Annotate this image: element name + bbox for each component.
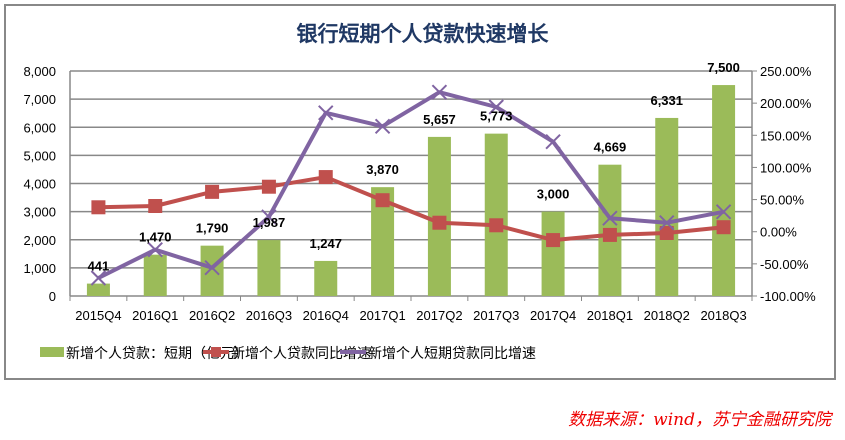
marker-x xyxy=(545,134,561,150)
bar-data-label: 441 xyxy=(88,259,110,274)
legend-label: 新增个人短期贷款同比增速 xyxy=(368,345,536,361)
y-right-tick-label: -50.00% xyxy=(760,257,809,272)
bar xyxy=(484,133,508,296)
y-left-tick-label: 5,000 xyxy=(23,148,56,163)
y-left-tick-label: 7,000 xyxy=(23,92,56,107)
line-series-1 xyxy=(98,175,724,243)
bar xyxy=(143,254,167,296)
marker-square xyxy=(716,220,731,235)
x-tick-label: 2016Q2 xyxy=(189,308,235,323)
x-tick-label: 2016Q4 xyxy=(303,308,349,323)
y-left-tick-label: 2,000 xyxy=(23,233,56,248)
marker-x xyxy=(431,84,448,100)
x-tick-label: 2017Q2 xyxy=(416,308,462,323)
marker-x xyxy=(261,209,277,225)
source-note: 数据来源：wind，苏宁金融研究院 xyxy=(568,410,831,430)
bar xyxy=(314,260,338,296)
x-tick-label: 2017Q4 xyxy=(530,308,576,323)
y-right-tick-label: 0.00% xyxy=(760,225,797,240)
y-left-tick-label: 6,000 xyxy=(23,120,56,135)
x-tick-label: 2018Q2 xyxy=(644,308,690,323)
bar-data-label: 1,790 xyxy=(196,221,229,236)
bar-data-label: 4,669 xyxy=(594,140,627,155)
bar xyxy=(655,117,679,296)
x-tick-label: 2017Q3 xyxy=(473,308,519,323)
marker-x xyxy=(488,99,504,115)
y-left-tick-label: 0 xyxy=(49,289,56,304)
y-right-tick-label: -100.00% xyxy=(760,289,816,304)
bar-data-label: 1,987 xyxy=(253,215,286,230)
x-tick-label: 2018Q1 xyxy=(587,308,633,323)
y-right-tick-label: 200.00% xyxy=(760,96,812,111)
legend-swatch-marker xyxy=(211,347,221,357)
marker-square xyxy=(489,218,504,233)
bar xyxy=(257,240,281,296)
marker-x xyxy=(374,118,391,134)
marker-x xyxy=(602,210,618,226)
marker-x xyxy=(90,270,107,286)
marker-x xyxy=(715,204,732,220)
legend-label: 新增个人贷款：短期（亿元） xyxy=(66,345,248,361)
marker-square xyxy=(432,215,447,230)
marker-square xyxy=(602,227,617,242)
marker-x xyxy=(147,242,163,258)
x-tick-label: 2015Q4 xyxy=(75,308,121,323)
chart-frame xyxy=(4,4,836,380)
legend-swatch-bar xyxy=(40,347,64,357)
bar xyxy=(200,245,224,296)
marker-square xyxy=(261,179,276,194)
bar xyxy=(712,85,736,296)
bar-data-label: 5,773 xyxy=(480,109,513,124)
y-left-tick-label: 3,000 xyxy=(23,205,56,220)
bar-data-label: 3,000 xyxy=(537,187,570,202)
marker-square xyxy=(318,170,333,185)
bar-data-label: 3,870 xyxy=(366,162,399,177)
marker-square xyxy=(91,200,106,215)
marker-x xyxy=(659,215,675,231)
bar xyxy=(86,283,110,296)
y-left-tick-label: 4,000 xyxy=(23,177,56,192)
y-right-tick-label: 50.00% xyxy=(760,193,805,208)
bar-data-label: 5,657 xyxy=(423,112,456,127)
y-left-tick-label: 1,000 xyxy=(23,261,56,276)
y-left-tick-label: 8,000 xyxy=(23,64,56,79)
y-right-tick-label: 250.00% xyxy=(760,64,812,79)
bar xyxy=(541,211,565,296)
y-right-tick-label: 100.00% xyxy=(760,160,812,175)
bar-data-label: 6,331 xyxy=(650,93,683,108)
chart-title: 银行短期个人贷款快速增长 xyxy=(296,21,549,46)
marker-square xyxy=(659,226,674,240)
y-right-tick-label: 150.00% xyxy=(760,128,812,143)
marker-square xyxy=(546,233,561,248)
marker-square xyxy=(148,199,163,213)
bar xyxy=(371,187,395,296)
x-tick-label: 2016Q3 xyxy=(246,308,292,323)
legend-label: 新增个人贷款同比增速 xyxy=(231,345,371,361)
x-tick-label: 2018Q3 xyxy=(700,308,746,323)
marker-square xyxy=(375,193,390,208)
x-tick-label: 2016Q1 xyxy=(132,308,178,323)
marker-x xyxy=(318,105,334,121)
bar-data-label: 7,500 xyxy=(707,60,740,75)
marker-x xyxy=(204,260,220,276)
x-tick-label: 2017Q1 xyxy=(359,308,405,323)
bar-data-label: 1,247 xyxy=(309,236,342,251)
marker-square xyxy=(205,184,220,199)
line-series-2 xyxy=(97,90,724,280)
bar-data-label: 1,470 xyxy=(139,230,172,245)
